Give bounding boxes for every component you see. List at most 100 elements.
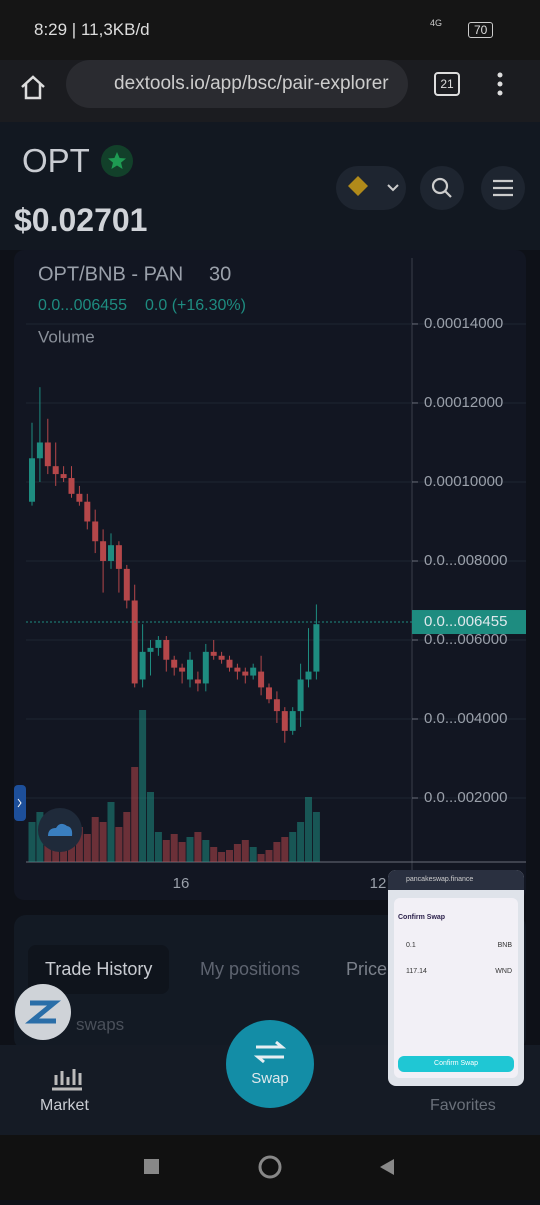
pip-site: pancakeswap.finance — [388, 870, 524, 890]
volume-bar — [139, 710, 147, 862]
swap-button[interactable]: Swap — [226, 1020, 314, 1108]
status-bar: 8:29 | 11,3KB/d 4G 70 — [0, 0, 540, 60]
y-tick-label: 0.0...004000 — [424, 710, 507, 727]
candle-body — [297, 679, 304, 712]
volume-bar — [312, 812, 320, 862]
volume-bar — [305, 797, 312, 862]
candle-body — [210, 651, 217, 656]
market-icon — [52, 1069, 82, 1091]
favorite-star[interactable] — [100, 144, 134, 178]
candle-body — [29, 458, 35, 502]
candle-body — [313, 624, 320, 672]
volume-label: Volume — [38, 327, 95, 346]
pip-amount-out: 117.14 — [406, 968, 427, 975]
volume-bar — [226, 850, 233, 862]
menu-dots[interactable] — [492, 70, 508, 100]
tab[interactable]: Price — [346, 959, 388, 979]
candle-body — [250, 667, 257, 676]
menu-button[interactable] — [480, 166, 526, 210]
y-tick-label: 0.00010000 — [424, 473, 503, 490]
volume-bar — [147, 792, 154, 862]
chain-selector[interactable] — [336, 166, 406, 210]
volume-bar — [83, 834, 91, 862]
app-logo[interactable] — [14, 983, 72, 1041]
swap-icon — [254, 1040, 286, 1064]
volume-bar — [154, 832, 162, 862]
volume-bar — [131, 767, 139, 862]
side-toggle[interactable] — [14, 785, 26, 821]
chart: OPT/BNB - PAN 30 0.0...006455 0.0 (+16.3… — [14, 250, 526, 900]
volume-bar — [75, 827, 83, 862]
volume-bar — [273, 842, 281, 862]
candle-body — [171, 659, 178, 668]
search-button[interactable] — [420, 166, 464, 210]
candle-body — [155, 639, 162, 648]
candle-body — [131, 600, 138, 684]
candle-body — [305, 671, 312, 680]
volume-bar — [107, 802, 115, 862]
candle-body — [202, 651, 209, 684]
chart-title: OPT/BNB - PAN — [38, 263, 183, 285]
volume-bar — [249, 847, 257, 862]
y-tick-label: 0.0...008000 — [424, 552, 507, 569]
pip-button[interactable]: Confirm Swap — [398, 1056, 514, 1072]
candle-body — [115, 545, 122, 569]
status-time: 8:29 | 11,3KB/d — [34, 20, 150, 39]
candle-body — [226, 659, 233, 668]
volume-bar — [91, 817, 99, 862]
candle-body — [289, 711, 296, 731]
pip-dialog: Confirm Swap 0.1 BNB 117.14 WND Confirm … — [394, 898, 518, 1078]
volume-bar — [162, 840, 170, 862]
volume-bar — [218, 852, 226, 862]
y-tick-label: 0.00012000 — [424, 394, 503, 411]
pip-token-in: BNB — [497, 942, 512, 949]
x-tick-label: 16 — [173, 875, 190, 892]
candle-body — [258, 671, 265, 688]
tab-count[interactable]: 21 — [434, 72, 460, 96]
volume-bar — [28, 822, 36, 862]
candle-body — [76, 493, 83, 502]
last-price-label: 0.0...006455 — [424, 613, 507, 630]
token-header: OPT $0.02701 — [0, 122, 540, 250]
pip-token-out: WND — [495, 968, 512, 975]
battery: 70 — [468, 22, 494, 38]
last-price-tag — [412, 610, 526, 635]
cloud-button[interactable] — [38, 808, 82, 852]
token-price: $0.02701 — [14, 202, 148, 238]
candle-body — [60, 474, 67, 479]
volume-bar — [297, 822, 305, 862]
y-tick-label: 0.00014000 — [424, 315, 503, 332]
pip-window[interactable]: pancakeswap.finance Confirm Swap 0.1 BNB… — [388, 870, 524, 1086]
home-icon[interactable] — [18, 72, 48, 102]
candle-body — [163, 639, 170, 660]
y-tick-label: 0.0...006000 — [424, 631, 507, 648]
nav-market[interactable]: Market — [40, 1097, 89, 1114]
volume-bar — [115, 827, 123, 862]
candle-body — [100, 541, 107, 561]
volume-bar — [202, 840, 210, 862]
volume-bar — [265, 850, 273, 862]
network: 4G — [430, 18, 443, 28]
candle-body — [281, 711, 288, 731]
candle-body — [139, 651, 146, 680]
candle-body — [147, 647, 154, 652]
system-buttons — [144, 1155, 394, 1179]
candle-body — [234, 667, 241, 672]
candle-body — [92, 521, 99, 542]
candle-body — [273, 699, 280, 712]
volume-bar — [123, 812, 131, 862]
volume-bar — [68, 840, 75, 862]
volume-bar — [233, 844, 241, 862]
pip-title: Confirm Swap — [398, 914, 446, 921]
candle-body — [266, 687, 272, 700]
url: dextools.io/app/bsc/pair-explorer — [114, 73, 389, 94]
nav-favorites[interactable]: Favorites — [430, 1097, 496, 1114]
url-bar[interactable]: dextools.io/app/bsc/pair-explorer — [66, 60, 408, 108]
volume-bar — [194, 832, 202, 862]
volume-bar — [241, 840, 249, 862]
candle-body — [218, 655, 225, 660]
tab[interactable]: My positions — [200, 959, 301, 979]
browser-bar: dextools.io/app/bsc/pair-explorer 21 — [0, 60, 540, 122]
volume-bar — [178, 842, 186, 862]
